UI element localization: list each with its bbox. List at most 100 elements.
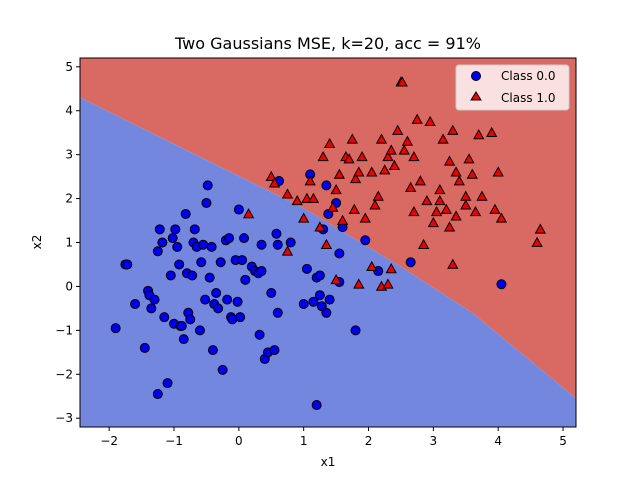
point-class-1 [314,221,326,232]
point-class-0 [165,270,176,281]
point-class-1 [476,190,488,201]
point-class-1 [379,164,391,175]
point-class-0 [207,345,218,356]
y-tick-label: −2 [55,367,73,381]
point-class-1 [447,124,459,135]
legend: Class 0.0 Class 1.0 [455,64,570,111]
x-tick-label: 0 [235,434,243,448]
y-tick-label: 2 [65,192,73,206]
decision-regions [80,58,576,427]
point-class-1 [450,210,462,221]
point-class-0 [172,241,183,252]
point-class-0 [321,180,332,191]
legend-label-class-1: Class 1.0 [501,91,555,105]
x-tick-label: −2 [100,434,118,448]
point-class-1 [453,175,465,186]
point-class-1 [268,177,281,188]
point-class-0 [256,239,267,250]
point-class-0 [314,290,325,301]
point-class-1 [408,205,420,217]
point-class-0 [174,259,185,270]
point-class-0 [198,239,209,250]
point-class-0 [202,180,213,191]
point-class-1 [327,201,339,212]
point-class-1 [463,153,475,164]
point-class-1 [281,245,294,256]
point-class-1 [388,159,401,170]
point-class-1 [281,188,294,199]
point-class-1 [348,203,360,214]
point-class-1 [382,151,394,162]
x-tick-label: 2 [365,434,373,448]
point-class-1 [411,113,423,124]
point-class-1 [405,181,417,192]
x-axis-label: x1 [321,455,336,469]
point-class-1 [343,153,355,164]
point-class-1 [534,223,546,234]
point-class-0 [272,239,283,250]
point-class-0 [324,294,335,305]
point-class-1 [531,236,543,247]
region-class-1 [80,58,576,399]
point-class-1 [398,144,410,155]
point-class-1 [356,151,368,162]
point-class-0 [152,389,163,400]
point-class-1 [298,212,310,223]
y-tick-label: 1 [65,236,73,250]
point-class-0 [285,237,296,248]
point-class-0 [187,270,198,281]
point-class-0 [167,233,178,244]
point-class-1 [434,183,446,195]
point-class-1 [336,214,349,225]
x-tick-label: −1 [165,434,183,448]
point-class-0 [204,272,215,283]
point-class-1 [323,137,336,149]
point-class-1 [424,115,436,127]
point-class-0 [139,342,150,353]
point-class-0 [233,204,244,215]
point-class-1 [396,76,408,87]
point-class-1 [427,216,440,228]
point-class-0 [206,241,217,252]
point-class-1 [443,155,456,166]
point-class-0 [196,257,207,268]
point-class-1 [366,166,378,177]
point-class-1 [372,190,384,201]
y-tick-label: 0 [65,279,73,293]
point-class-1 [385,144,397,155]
point-class-1 [492,166,504,177]
point-class-1 [486,126,498,138]
point-class-1 [460,199,472,210]
point-class-1 [330,274,342,285]
y-tick-label: −1 [55,323,73,337]
point-class-0 [176,320,187,331]
point-class-0 [301,263,312,274]
legend-triangle-marker [470,91,482,101]
point-class-0 [235,312,246,323]
point-class-1 [359,212,371,223]
point-class-0 [314,270,325,281]
point-class-1 [417,238,430,250]
point-class-0 [224,233,235,244]
point-class-0 [496,279,507,290]
point-class-0 [130,299,141,309]
point-class-0 [360,235,371,246]
point-class-0 [232,296,243,307]
region-class-0 [80,97,576,427]
point-class-1 [489,203,501,214]
point-class-0 [298,299,309,309]
point-class-0 [159,312,170,323]
x-tick-label: 3 [430,434,438,448]
point-class-1 [434,194,446,206]
point-class-0 [308,296,319,307]
point-class-1 [392,124,404,135]
point-class-1 [366,260,378,272]
point-class-0 [170,224,181,235]
point-class-0 [152,246,163,257]
point-class-1 [495,212,508,223]
point-class-0 [272,307,283,318]
point-class-1 [385,263,397,274]
point-class-0 [254,329,265,340]
x-axis-ticks: −2 −1 0 1 2 3 4 5 [100,427,567,448]
